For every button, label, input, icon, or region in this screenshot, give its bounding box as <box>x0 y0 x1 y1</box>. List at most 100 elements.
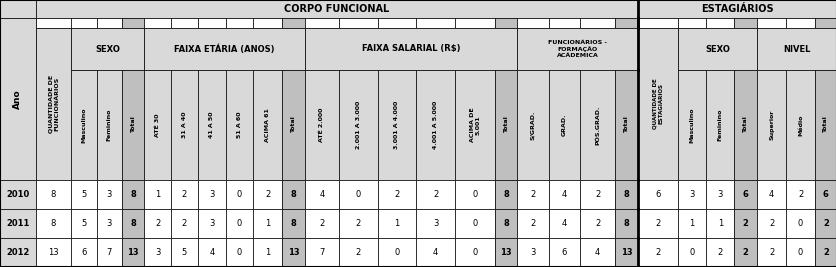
Text: 0: 0 <box>689 248 694 257</box>
Text: QUANTIDADE DE
FUNCIONÁRIOS: QUANTIDADE DE FUNCIONÁRIOS <box>48 75 59 133</box>
Bar <box>377 18 415 28</box>
Bar <box>706 180 733 209</box>
Text: 2: 2 <box>594 219 599 228</box>
Text: 4: 4 <box>594 248 599 257</box>
Bar <box>197 180 226 209</box>
Text: 1: 1 <box>716 219 722 228</box>
Text: 5: 5 <box>81 219 86 228</box>
Text: 1: 1 <box>265 248 270 257</box>
Bar <box>455 180 494 209</box>
Bar <box>0 209 36 238</box>
Text: 13: 13 <box>127 248 139 257</box>
Bar <box>122 209 144 238</box>
Bar <box>733 18 756 28</box>
Bar <box>282 28 304 70</box>
Bar <box>733 209 756 238</box>
Text: 2: 2 <box>319 219 324 228</box>
Bar <box>0 18 36 28</box>
Bar <box>377 238 415 267</box>
Bar <box>614 209 637 238</box>
Text: 0: 0 <box>797 219 803 228</box>
Text: 3: 3 <box>530 248 535 257</box>
Bar <box>614 18 637 28</box>
Bar <box>304 28 517 70</box>
Bar <box>282 209 304 238</box>
Bar <box>122 70 144 180</box>
Bar <box>415 18 455 28</box>
Bar <box>226 28 252 70</box>
Bar <box>706 70 733 180</box>
Text: 2010: 2010 <box>6 190 29 199</box>
Bar <box>282 180 304 209</box>
Text: 0: 0 <box>355 190 360 199</box>
Bar <box>677 70 706 180</box>
Bar <box>517 238 548 267</box>
Text: 2: 2 <box>432 190 438 199</box>
Text: PÓS.GRAD.: PÓS.GRAD. <box>594 105 599 145</box>
Bar <box>637 28 677 70</box>
Bar <box>197 18 226 28</box>
Bar <box>706 18 733 28</box>
Bar <box>122 18 144 28</box>
Bar <box>377 209 415 238</box>
Text: 3: 3 <box>689 190 694 199</box>
Bar <box>252 238 282 267</box>
Bar <box>226 18 252 28</box>
Text: 2: 2 <box>655 219 660 228</box>
Text: 2: 2 <box>594 190 599 199</box>
Bar <box>677 18 706 28</box>
Text: 8: 8 <box>51 190 56 199</box>
Bar <box>637 180 677 209</box>
Bar <box>494 70 517 180</box>
Bar <box>455 70 494 180</box>
Bar <box>71 28 144 70</box>
Text: 2: 2 <box>394 190 399 199</box>
Bar <box>494 238 517 267</box>
Text: Total: Total <box>291 117 296 134</box>
Text: 6: 6 <box>655 190 660 199</box>
Text: 8: 8 <box>130 190 135 199</box>
Text: 4: 4 <box>561 219 566 228</box>
Text: 8: 8 <box>623 190 629 199</box>
Bar <box>706 238 733 267</box>
Bar <box>548 238 579 267</box>
Text: ATÉ 30: ATÉ 30 <box>155 113 160 137</box>
Bar <box>122 180 144 209</box>
Text: 4: 4 <box>209 248 214 257</box>
Bar <box>144 209 171 238</box>
Text: 51 A 60: 51 A 60 <box>237 112 242 138</box>
Text: 0: 0 <box>472 190 477 199</box>
Bar <box>252 70 282 180</box>
Text: Ano: Ano <box>13 89 23 109</box>
Text: ACIMA 61: ACIMA 61 <box>265 108 270 142</box>
Bar <box>96 18 122 28</box>
Bar <box>813 18 836 28</box>
Bar <box>0 238 36 267</box>
Text: 8: 8 <box>51 219 56 228</box>
Bar <box>813 180 836 209</box>
Text: 3.001 A 4.000: 3.001 A 4.000 <box>394 101 399 149</box>
Text: 4: 4 <box>768 190 773 199</box>
Bar <box>548 209 579 238</box>
Bar <box>36 209 71 238</box>
Text: 1: 1 <box>689 219 694 228</box>
Bar <box>171 70 197 180</box>
Bar <box>71 209 96 238</box>
Bar <box>756 28 836 70</box>
Bar <box>71 18 96 28</box>
Bar <box>813 238 836 267</box>
Bar <box>455 18 494 28</box>
Bar <box>96 70 122 180</box>
Text: 2: 2 <box>768 219 773 228</box>
Text: 3: 3 <box>106 219 112 228</box>
Bar <box>197 238 226 267</box>
Text: 0: 0 <box>797 248 803 257</box>
Bar <box>226 180 252 209</box>
Bar <box>197 70 226 180</box>
Bar <box>0 0 836 18</box>
Bar <box>813 28 836 70</box>
Bar <box>494 209 517 238</box>
Text: Masculino: Masculino <box>81 107 86 143</box>
Bar <box>0 0 36 18</box>
Bar <box>614 28 637 70</box>
